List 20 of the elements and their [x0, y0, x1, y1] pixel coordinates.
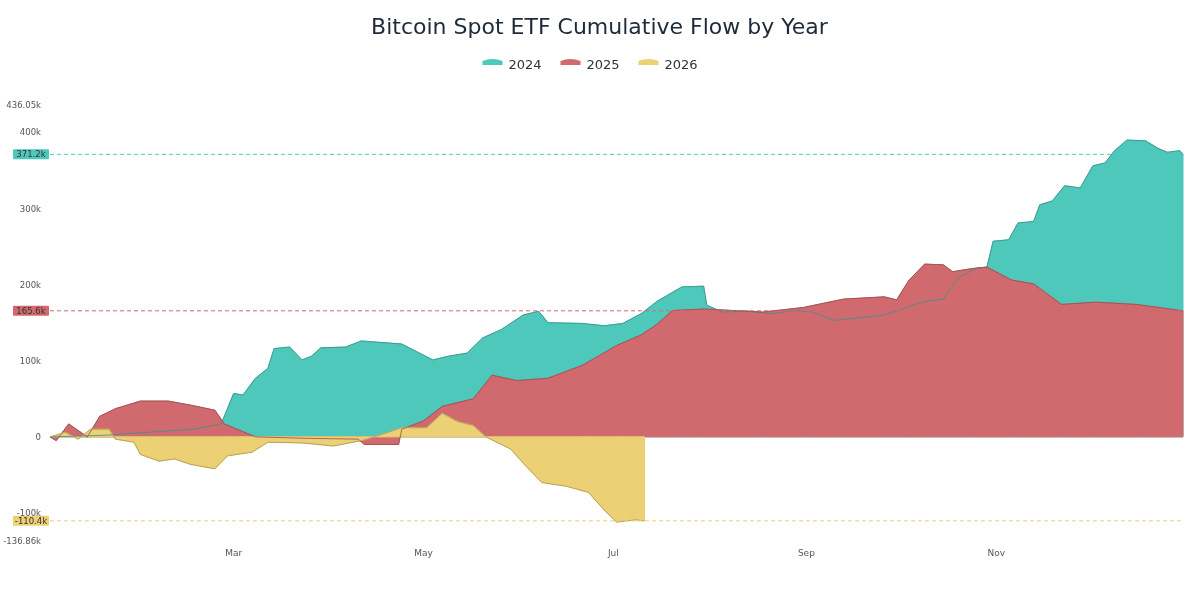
x-tick-label: May	[414, 548, 434, 558]
x-tick-label: Mar	[225, 548, 243, 558]
ref-line-label: 165.6k	[16, 305, 46, 316]
legend-label: 2026	[664, 57, 698, 72]
chart-title: Bitcoin Spot ETF Cumulative Flow by Year	[371, 14, 829, 39]
x-tick-label: Sep	[797, 548, 816, 558]
y-tick-label: 200k	[19, 279, 42, 290]
x-tick-label: Nov	[987, 548, 1006, 558]
ref-line-label: -110.4k	[14, 515, 48, 526]
y-tick-label: -100k	[16, 507, 42, 518]
y-tick-label: 100k	[19, 355, 42, 366]
x-tick-label: Jul	[606, 548, 619, 558]
y-tick-label: 0	[35, 431, 41, 442]
y-tick-label: -136.86k	[3, 536, 42, 546]
y-tick-label: 400k	[19, 127, 42, 138]
ref-line-label: 371.2k	[16, 149, 46, 160]
legend-label: 2025	[586, 57, 620, 72]
y-tick-label: 300k	[19, 203, 42, 214]
y-tick-label: 436.05k	[6, 100, 42, 110]
legend-label: 2024	[508, 57, 542, 72]
